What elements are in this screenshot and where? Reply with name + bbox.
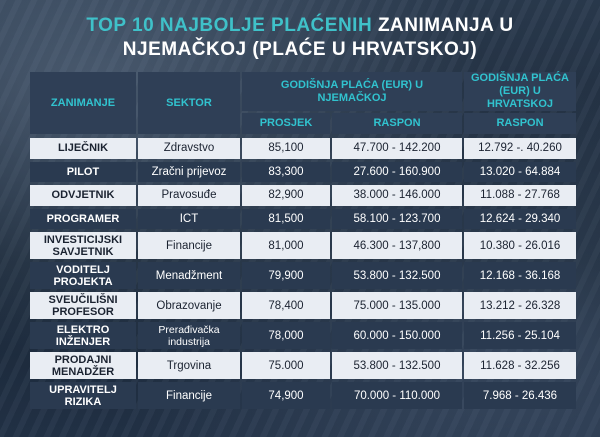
cell-occupation: LIJEČNIK — [30, 138, 136, 159]
cell-sector: Zdravstvo — [138, 138, 240, 159]
cell-range-de: 53.800 - 132.500 — [332, 352, 462, 379]
cell-occupation: UPRAVITELJ RIZIKA — [30, 382, 136, 409]
cell-sector: Obrazovanje — [138, 292, 240, 319]
cell-average: 74,900 — [242, 382, 330, 409]
cell-range-de: 75.000 - 135.000 — [332, 292, 462, 319]
cell-average: 81,000 — [242, 232, 330, 259]
header-range-hr: RASPON — [464, 113, 576, 134]
cell-range-hr: 12.624 - 29.340 — [464, 208, 576, 229]
header-occupation: ZANIMANJE — [30, 72, 136, 134]
cell-range-hr: 13.020 - 64.884 — [464, 161, 576, 182]
cell-average: 82,900 — [242, 185, 330, 206]
cell-range-de: 60.000 - 150.000 — [332, 322, 462, 349]
cell-range-de: 46.300 - 137,800 — [332, 232, 462, 259]
cell-occupation: PRODAJNI MENADŽER — [30, 352, 136, 379]
cell-average: 78,000 — [242, 322, 330, 349]
cell-range-de: 27.600 - 160.900 — [332, 161, 462, 182]
cell-average: 78,400 — [242, 292, 330, 319]
cell-sector: ICT — [138, 208, 240, 229]
table-row: INVESTICIJSKI SAVJETNIK Financije 81,000… — [30, 232, 576, 259]
header-average: PROSJEK — [242, 113, 330, 134]
cell-average: 81,500 — [242, 208, 330, 229]
cell-occupation: VODITELJ PROJEKTA — [30, 262, 136, 289]
table-row: UPRAVITELJ RIZIKA Financije 74,900 70.00… — [30, 382, 576, 409]
cell-range-hr: 11.088 - 27.768 — [464, 185, 576, 206]
cell-range-hr: 11.256 - 25.104 — [464, 322, 576, 349]
cell-occupation: SVEUČILIŠNI PROFESOR — [30, 292, 136, 319]
table-row: PROGRAMER ICT 81,500 58.100 - 123.700 12… — [30, 208, 576, 229]
cell-range-hr: 7.968 - 26.436 — [464, 382, 576, 409]
cell-range-de: 38.000 - 146.000 — [332, 185, 462, 206]
table-header: ZANIMANJE SEKTOR GODIŠNJA PLAĆA (EUR) U … — [30, 72, 576, 134]
table-row: PRODAJNI MENADŽER Trgovina 75.000 53.800… — [30, 352, 576, 379]
cell-occupation: ODVJETNIK — [30, 185, 136, 206]
cell-sector: Menadžment — [138, 262, 240, 289]
cell-sector: Pravosuđe — [138, 185, 240, 206]
table-body: LIJEČNIK Zdravstvo 85,100 47.700 - 142.2… — [30, 138, 576, 409]
table-row: VODITELJ PROJEKTA Menadžment 79,900 53.8… — [30, 262, 576, 289]
cell-range-hr: 12.792 -. 40.260 — [464, 138, 576, 159]
cell-range-de: 53.800 - 132.500 — [332, 262, 462, 289]
cell-sector: Zračni prijevoz — [138, 161, 240, 182]
cell-occupation: PROGRAMER — [30, 208, 136, 229]
cell-occupation: ELEKTRO INŽENJER — [30, 322, 136, 349]
table-row: ELEKTRO INŽENJER Prerađivačka industrija… — [30, 322, 576, 349]
header-salary-hr: GODIŠNJA PLAĆA (EUR) U HRVATSKOJ — [464, 72, 576, 111]
title-rest: ZANIMANJA U — [377, 15, 514, 36]
cell-range-de: 47.700 - 142.200 — [332, 138, 462, 159]
table-row: SVEUČILIŠNI PROFESOR Obrazovanje 78,400 … — [30, 292, 576, 319]
header-salary-de: GODIŠNJA PLAĆA (EUR) U NJEMAČKOJ — [242, 72, 462, 111]
salary-table: ZANIMANJE SEKTOR GODIŠNJA PLAĆA (EUR) U … — [30, 72, 576, 412]
cell-range-de: 58.100 - 123.700 — [332, 208, 462, 229]
cell-occupation: PILOT — [30, 161, 136, 182]
cell-sector: Prerađivačka industrija — [138, 322, 240, 349]
cell-range-hr: 12.168 - 36.168 — [464, 262, 576, 289]
header-range-de: RASPON — [332, 113, 462, 134]
title-line2: NJEMAČKOJ (PLAĆE U HRVATSKOJ) — [122, 39, 478, 60]
cell-sector: Financije — [138, 232, 240, 259]
page-title: TOP 10 NAJBOLJE PLAĆENIH ZANIMANJA U NJE… — [0, 14, 600, 62]
cell-range-hr: 10.380 - 26.016 — [464, 232, 576, 259]
cell-sector: Financije — [138, 382, 240, 409]
table-row: LIJEČNIK Zdravstvo 85,100 47.700 - 142.2… — [30, 138, 576, 159]
cell-average: 83,300 — [242, 161, 330, 182]
cell-average: 79,900 — [242, 262, 330, 289]
cell-range-de: 70.000 - 110.000 — [332, 382, 462, 409]
cell-occupation: INVESTICIJSKI SAVJETNIK — [30, 232, 136, 259]
header-sector: SEKTOR — [138, 72, 240, 134]
cell-sector: Trgovina — [138, 352, 240, 379]
table-row: ODVJETNIK Pravosuđe 82,900 38.000 - 146.… — [30, 185, 576, 206]
cell-range-hr: 13.212 - 26.328 — [464, 292, 576, 319]
title-highlight: TOP 10 NAJBOLJE PLAĆENIH — [86, 15, 373, 36]
cell-average: 75.000 — [242, 352, 330, 379]
cell-range-hr: 11.628 - 32.256 — [464, 352, 576, 379]
table-row: PILOT Zračni prijevoz 83,300 27.600 - 16… — [30, 161, 576, 182]
cell-average: 85,100 — [242, 138, 330, 159]
